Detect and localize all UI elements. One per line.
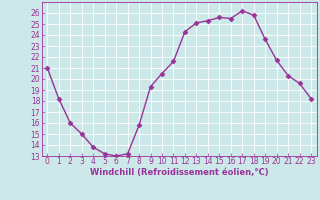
X-axis label: Windchill (Refroidissement éolien,°C): Windchill (Refroidissement éolien,°C) (90, 168, 268, 177)
